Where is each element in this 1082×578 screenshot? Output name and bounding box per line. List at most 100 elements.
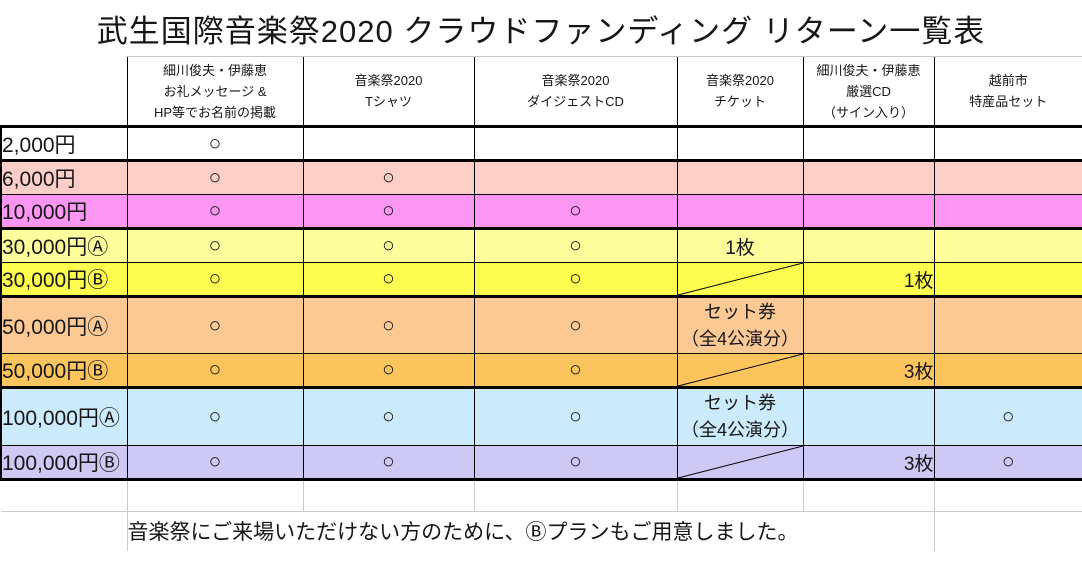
price-row: 2,000円 ○ [0, 126, 1082, 162]
price-row: 50,000円Ⓐ ○ ○ ○ セット券 （全4公演分） [0, 296, 1082, 354]
empty-cell [676, 126, 804, 162]
column-header: 細川俊夫・伊藤恵 厳選CD （サイン入り） [802, 56, 934, 128]
empty-cell [473, 126, 678, 162]
value-cell: 3枚 [802, 445, 935, 481]
row-label: 30,000円Ⓑ [0, 262, 128, 298]
circle-mark: ○ [302, 228, 475, 263]
price-row: 50,000円Ⓑ ○ ○ ○ 3枚 [0, 353, 1082, 389]
circle-mark: ○ [126, 228, 304, 263]
empty-cell [802, 160, 935, 195]
empty-cell [933, 511, 1082, 551]
circle-mark: ○ [302, 387, 475, 446]
spacer-row [1, 479, 1082, 512]
empty-cell [473, 160, 678, 195]
diagonal-line-icon [678, 446, 803, 478]
empty-cell [933, 296, 1082, 354]
column-header: 音楽祭2020 ダイジェストCD [473, 56, 677, 128]
value-cell: セット券 （全4公演分） [676, 296, 804, 354]
slash-cell [676, 262, 804, 298]
returns-table: 細川俊夫・伊藤恵 お礼メッセージ & HP等でお名前の掲載 音楽祭2020 Tシャ… [0, 56, 1082, 551]
row-label: 100,000円Ⓐ [0, 387, 128, 446]
circle-mark: ○ [126, 262, 304, 298]
empty-cell [933, 126, 1082, 162]
price-row: 10,000円 ○ ○ ○ [0, 194, 1082, 230]
empty-cell [1, 479, 127, 512]
circle-mark: ○ [126, 126, 304, 162]
circle-mark: ○ [302, 194, 475, 230]
table-body: 2,000円 ○ 6,000円 ○ ○ 10,000円 ○ ○ ○ 30,000円Ⓐ ○ ○ ○ 1枚 30… [0, 126, 1082, 481]
price-row: 30,000円Ⓐ ○ ○ ○ 1枚 [0, 228, 1082, 263]
circle-mark: ○ [126, 160, 304, 195]
empty-cell [802, 387, 935, 446]
diagonal-line-icon [678, 354, 803, 386]
circle-mark: ○ [126, 296, 304, 354]
circle-mark: ○ [933, 445, 1082, 481]
price-row: 30,000円Ⓑ ○ ○ ○ 1枚 [0, 262, 1082, 298]
circle-mark: ○ [302, 445, 475, 481]
row-label: 30,000円Ⓐ [0, 228, 128, 263]
empty-cell [802, 194, 935, 230]
empty-cell [933, 160, 1082, 195]
column-header: 音楽祭2020 Tシャツ [302, 56, 474, 128]
circle-mark: ○ [126, 194, 304, 230]
column-header: 音楽祭2020 チケット [676, 56, 803, 128]
empty-cell [802, 296, 935, 354]
circle-mark: ○ [933, 387, 1082, 446]
empty-cell [933, 228, 1082, 263]
diagonal-line-icon [678, 263, 803, 295]
circle-mark: ○ [473, 445, 678, 481]
empty-cell [802, 126, 935, 162]
note-row: 音楽祭にご来場いただけない方のために、Ⓑプランもご用意しました。 [1, 511, 1082, 551]
value-cell: セット券 （全4公演分） [676, 387, 804, 446]
circle-mark: ○ [473, 387, 678, 446]
empty-cell [933, 353, 1082, 389]
empty-cell [676, 194, 804, 230]
circle-mark: ○ [473, 296, 678, 354]
slash-cell [676, 445, 804, 481]
empty-cell [933, 262, 1082, 298]
circle-mark: ○ [302, 262, 475, 298]
column-header: 越前市 特産品セット [933, 56, 1082, 128]
circle-mark: ○ [473, 353, 678, 389]
circle-mark: ○ [473, 228, 678, 263]
empty-cell [473, 479, 677, 512]
value-cell: 1枚 [676, 228, 804, 263]
value-cell: 3枚 [802, 353, 935, 389]
empty-cell [302, 479, 474, 512]
price-row: 100,000円Ⓐ ○ ○ ○ セット券 （全4公演分） ○ [0, 387, 1082, 446]
circle-mark: ○ [302, 160, 475, 195]
row-label: 50,000円Ⓑ [0, 353, 128, 389]
row-label: 10,000円 [0, 194, 128, 230]
price-row: 6,000円 ○ ○ [0, 160, 1082, 195]
footer-note: 音楽祭にご来場いただけない方のために、Ⓑプランもご用意しました。 [126, 511, 934, 551]
circle-mark: ○ [302, 296, 475, 354]
circle-mark: ○ [126, 387, 304, 446]
circle-mark: ○ [473, 194, 678, 230]
slash-cell [676, 353, 804, 389]
row-label: 6,000円 [0, 160, 128, 195]
circle-mark: ○ [126, 445, 304, 481]
price-row: 100,000円Ⓑ ○ ○ ○ 3枚 ○ [0, 445, 1082, 481]
footer-section: 音楽祭にご来場いただけない方のために、Ⓑプランもご用意しました。 [1, 479, 1082, 551]
empty-cell [676, 160, 804, 195]
empty-cell [933, 479, 1082, 512]
empty-cell [302, 126, 475, 162]
empty-cell [933, 194, 1082, 230]
row-label: 2,000円 [0, 126, 128, 162]
circle-mark: ○ [126, 353, 304, 389]
circle-mark: ○ [302, 353, 475, 389]
column-header: 細川俊夫・伊藤恵 お礼メッセージ & HP等でお名前の掲載 [126, 56, 303, 128]
empty-cell [126, 479, 303, 512]
value-cell: 1枚 [802, 262, 935, 298]
empty-cell [676, 479, 803, 512]
row-label: 50,000円Ⓐ [0, 296, 128, 354]
page-title: 武生国際音楽祭2020 クラウドファンディング リターン一覧表 [96, 13, 986, 49]
row-label: 100,000円Ⓑ [0, 445, 128, 481]
empty-cell [1, 512, 127, 551]
empty-cell [802, 479, 934, 512]
circle-mark: ○ [473, 262, 678, 298]
corner-cell [1, 56, 127, 128]
header-row: 細川俊夫・伊藤恵 お礼メッセージ & HP等でお名前の掲載 音楽祭2020 Tシャ… [1, 56, 1082, 128]
empty-cell [802, 228, 935, 263]
